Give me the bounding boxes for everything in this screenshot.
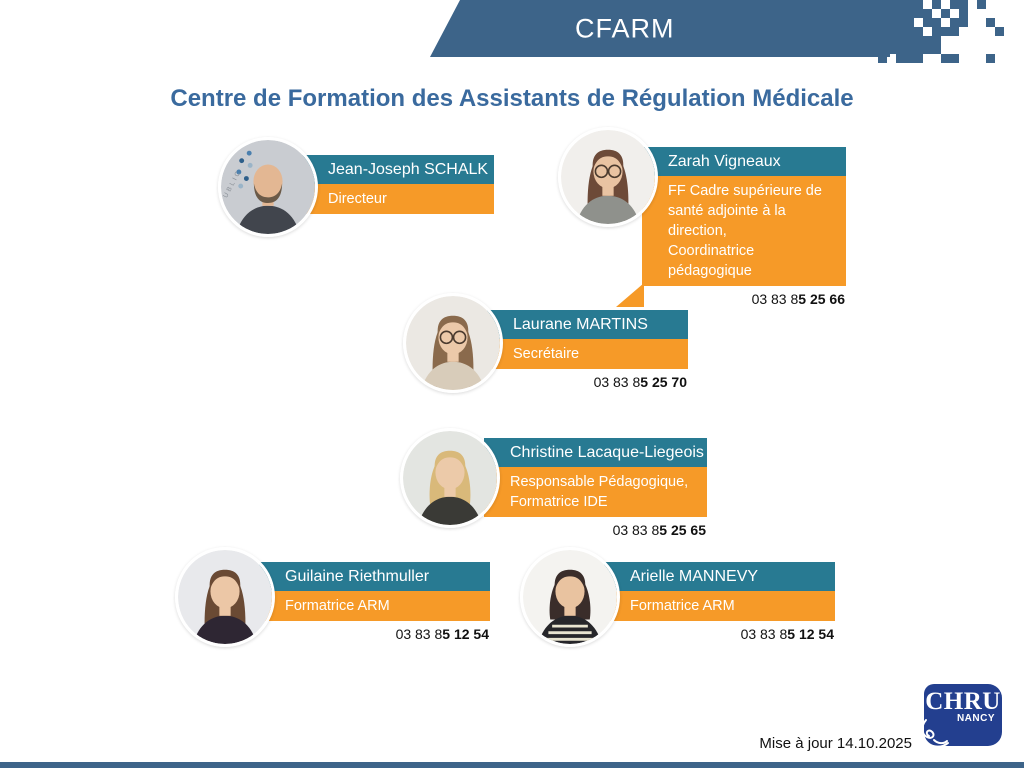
person-card: Christine Lacaque-Liegeois Responsable Pé… — [400, 428, 900, 588]
person-role-bar: FF Cadre supérieure de santé adjointe à … — [642, 176, 846, 286]
person-card: Arielle MANNEVY Formatrice ARM 03 83 85 12… — [520, 547, 1020, 707]
person-photo — [403, 293, 503, 393]
person-card: Guilaine Riethmuller Formatrice ARM 03 83 … — [175, 547, 675, 707]
person-name: Guilaine Riethmuller — [285, 567, 430, 585]
logo-text-nancy: NANCY — [956, 713, 995, 724]
person-name: Christine Lacaque-Liegeois — [510, 443, 704, 461]
person-role: Formatrice ARM — [630, 598, 735, 614]
person-role-bar: Directeur — [302, 184, 494, 214]
person-card: Jean-Joseph SCHALK Directeur UBLIC — [218, 137, 718, 297]
person-name: Jean-Joseph SCHALK — [328, 160, 489, 178]
person-name-bar: Jean-Joseph SCHALK — [302, 155, 494, 184]
person-role: Formatrice ARM — [285, 598, 390, 614]
person-role: Responsable Pédagogique, Formatrice IDE — [510, 474, 689, 510]
person-role-bar: Responsable Pédagogique, Formatrice IDE — [484, 467, 707, 517]
page-title: Centre de Formation des Assistants de Ré… — [170, 85, 854, 112]
person-phone: 03 83 85 12 54 — [740, 626, 834, 642]
person-role: Secrétaire — [513, 346, 580, 362]
person-role-bar: Formatrice ARM — [604, 591, 835, 621]
person-photo: UBLIC — [218, 137, 318, 237]
person-card: Zarah Vigneaux FF Cadre supérieure de san… — [558, 127, 1024, 307]
person-photo — [520, 547, 620, 647]
last-updated-text: Mise à jour 14.10.2025 — [759, 735, 912, 752]
banner-title: CFARM — [575, 13, 675, 43]
pixel-mosaic-decoration — [878, 0, 1024, 64]
person-phone: 03 83 85 25 70 — [593, 374, 687, 390]
person-name-bar: Laurane MARTINS — [487, 310, 688, 339]
person-name-bar: Arielle MANNEVY — [604, 562, 835, 591]
person-role: FF Cadre supérieure de santé adjointe à … — [668, 183, 822, 279]
person-name-bar: Guilaine Riethmuller — [259, 562, 490, 591]
header-banner: CFARM — [430, 0, 890, 57]
footer-bar — [0, 762, 1024, 768]
person-photo — [400, 428, 500, 528]
chru-nancy-logo: CHRU NANCY — [921, 684, 1002, 748]
person-photo — [175, 547, 275, 647]
person-card: Laurane MARTINS Secrétaire 03 83 85 25 70 — [403, 293, 903, 453]
person-role-bar: Formatrice ARM — [259, 591, 490, 621]
person-name: Arielle MANNEVY — [630, 567, 759, 585]
person-name: Zarah Vigneaux — [668, 152, 781, 170]
thistle-flourish-icon — [921, 719, 949, 748]
person-name-bar: Zarah Vigneaux — [642, 147, 846, 176]
person-role: Directeur — [328, 191, 387, 207]
person-name: Laurane MARTINS — [513, 315, 648, 333]
person-phone: 03 83 85 25 65 — [612, 522, 706, 538]
person-phone: 03 83 85 25 66 — [751, 291, 845, 307]
person-role-bar: Secrétaire — [487, 339, 688, 369]
person-name-bar: Christine Lacaque-Liegeois — [484, 438, 707, 467]
logo-text-chru: CHRU — [925, 688, 1001, 715]
person-phone: 03 83 85 12 54 — [395, 626, 489, 642]
person-photo — [558, 127, 658, 227]
